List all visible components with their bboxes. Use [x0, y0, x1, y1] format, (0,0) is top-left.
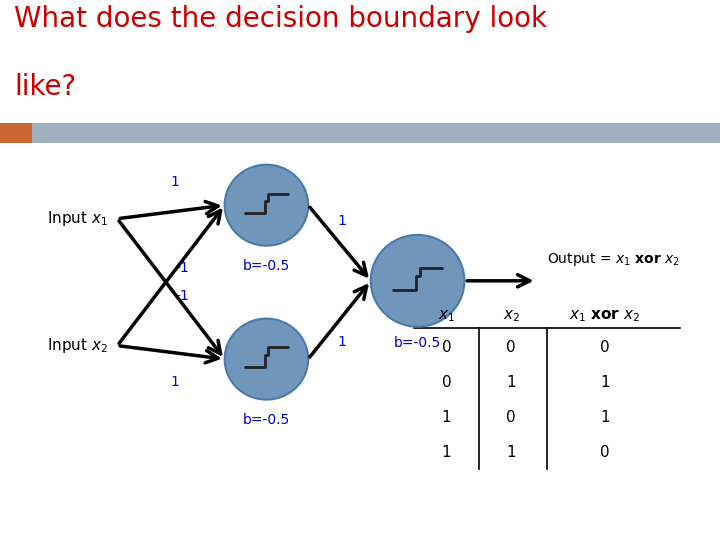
- Text: What does the decision boundary look: What does the decision boundary look: [14, 5, 547, 33]
- Text: Input $x_1$: Input $x_1$: [47, 209, 108, 228]
- Text: 1: 1: [506, 446, 516, 461]
- Text: -1: -1: [175, 289, 189, 303]
- Text: $x_1$: $x_1$: [438, 308, 455, 324]
- Text: b=-0.5: b=-0.5: [243, 259, 290, 273]
- Text: 0: 0: [441, 375, 451, 390]
- Text: 0: 0: [441, 340, 451, 355]
- Text: 1: 1: [600, 410, 610, 426]
- Ellipse shape: [371, 235, 464, 327]
- Text: b=-0.5: b=-0.5: [243, 413, 290, 427]
- Text: 0: 0: [506, 410, 516, 426]
- Text: $x_1$ $\mathbf{xor}$ $x_2$: $x_1$ $\mathbf{xor}$ $x_2$: [570, 307, 640, 324]
- Bar: [0, 123, 32, 143]
- Ellipse shape: [225, 165, 308, 246]
- Text: b=-0.5: b=-0.5: [394, 336, 441, 350]
- Text: $x_2$: $x_2$: [503, 308, 520, 324]
- Text: 1: 1: [506, 375, 516, 390]
- Text: 0: 0: [600, 446, 610, 461]
- Text: 0: 0: [506, 340, 516, 355]
- Text: 1: 1: [441, 410, 451, 426]
- Text: 1: 1: [170, 375, 179, 389]
- Text: -1: -1: [175, 261, 189, 275]
- Text: 1: 1: [338, 214, 346, 228]
- Text: 1: 1: [441, 446, 451, 461]
- Text: 1: 1: [170, 176, 179, 189]
- Text: Output = $x_1$ $\mathbf{xor}$ $x_2$: Output = $x_1$ $\mathbf{xor}$ $x_2$: [547, 251, 680, 268]
- Text: 1: 1: [600, 375, 610, 390]
- Text: 0: 0: [600, 340, 610, 355]
- Text: like?: like?: [14, 73, 76, 101]
- Text: Input $x_2$: Input $x_2$: [47, 336, 108, 355]
- Bar: [0, 123, 720, 143]
- Text: 1: 1: [338, 335, 346, 348]
- Ellipse shape: [225, 319, 308, 400]
